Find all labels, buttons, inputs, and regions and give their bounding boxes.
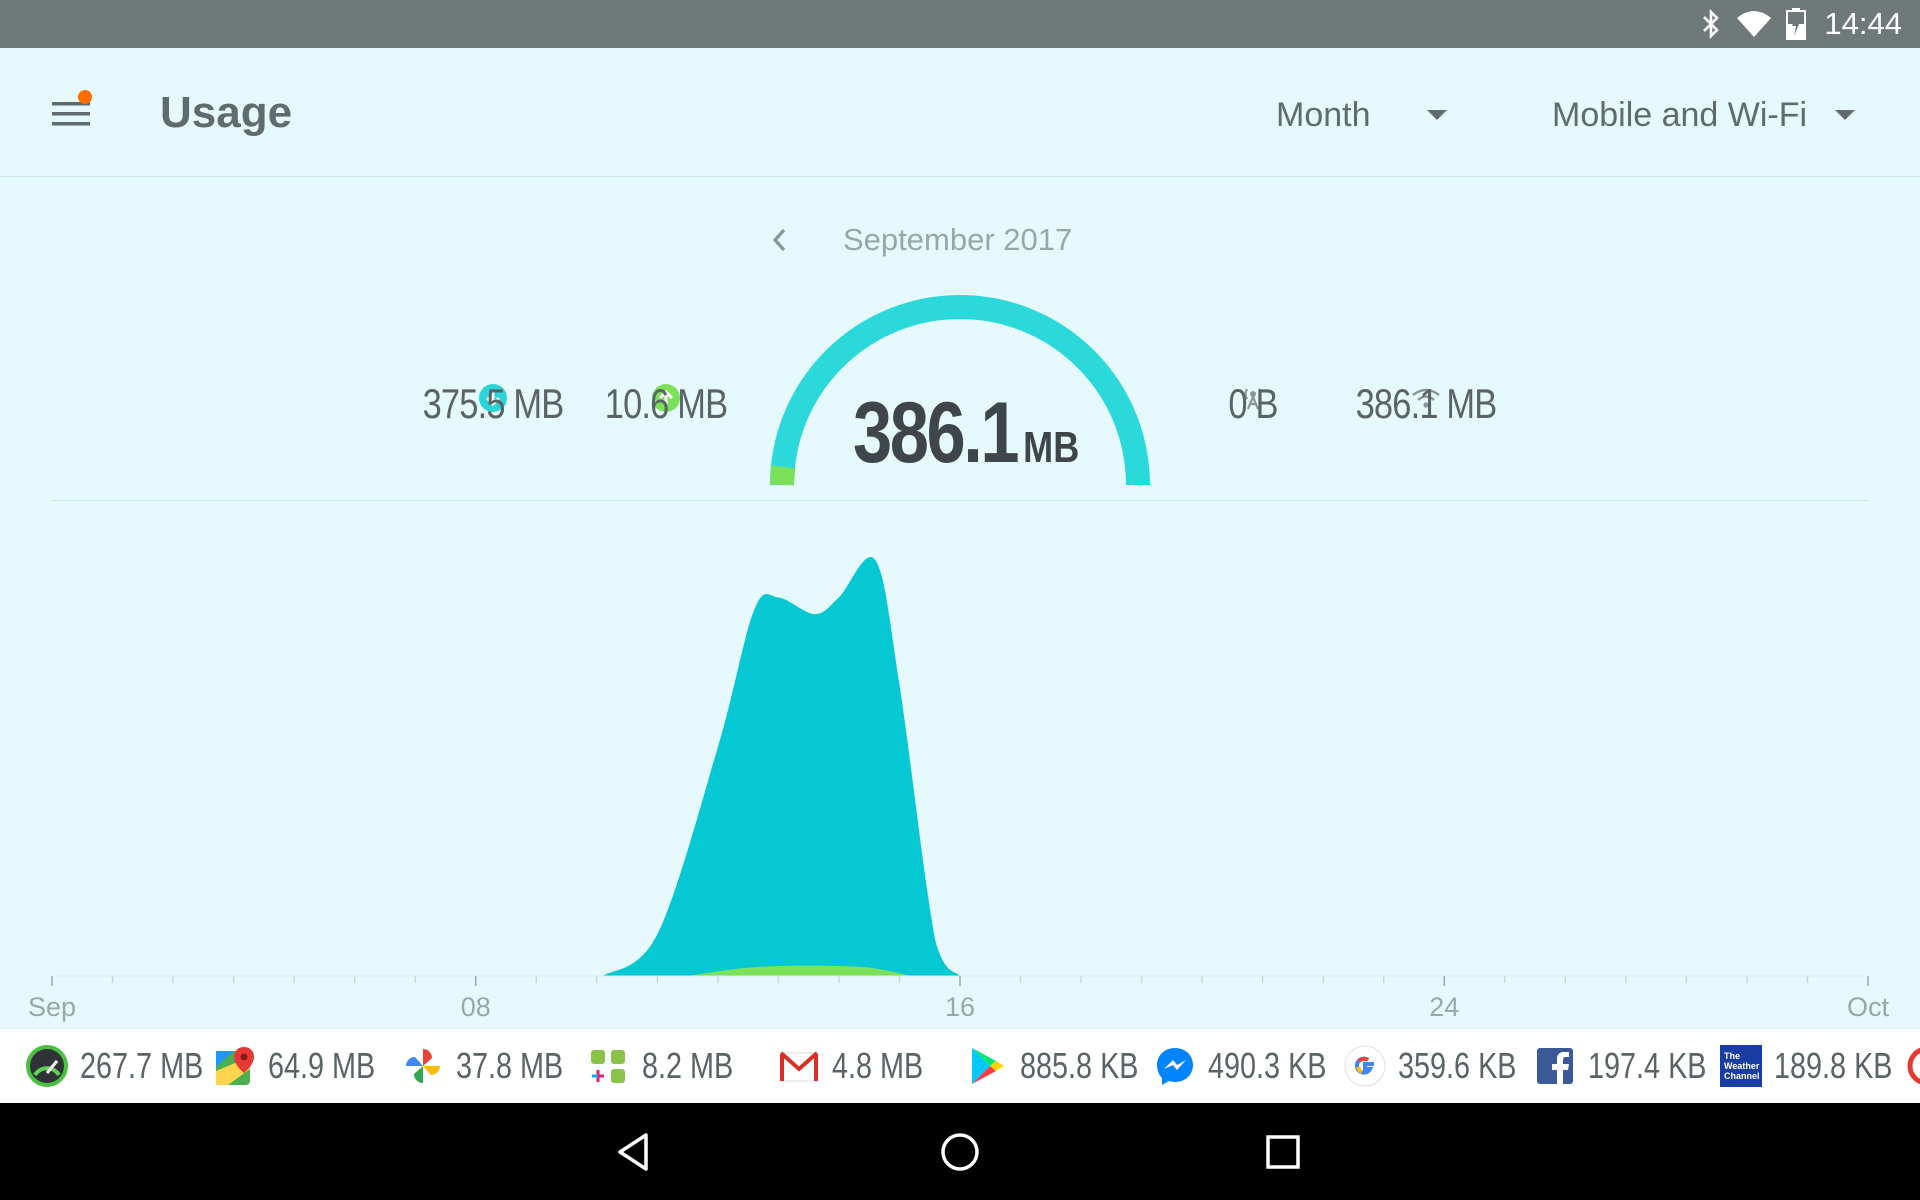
network-dropdown-value: Mobile and Wi-Fi xyxy=(1552,95,1808,134)
x-axis-tick-label: Oct xyxy=(1846,992,1890,1022)
x-axis-tick-label: Sep xyxy=(27,992,77,1022)
x-axis-tick-label: 08 xyxy=(460,992,491,1022)
android-system-icon xyxy=(591,1050,625,1083)
previous-period-button[interactable] xyxy=(762,220,798,260)
app-item-partial[interactable] xyxy=(1906,1043,1920,1089)
dropdown-arrow-icon xyxy=(1835,110,1856,120)
app-icon-partial xyxy=(1907,1047,1920,1085)
app-item-size: 189.8 KB xyxy=(1774,1045,1893,1086)
battery-charging-icon xyxy=(1786,8,1807,40)
bluetooth-icon xyxy=(1703,9,1720,39)
period-navigation: September 2017 xyxy=(0,210,1920,270)
back-button[interactable] xyxy=(612,1127,662,1177)
total-usage-unit: MB xyxy=(1023,423,1080,472)
app-item-size: 197.4 KB xyxy=(1588,1045,1707,1086)
hamburger-menu-icon xyxy=(52,102,90,126)
app-item-size: 4.8 MB xyxy=(832,1045,924,1086)
total-usage: 386.1 MB xyxy=(760,384,1160,483)
x-axis-tick-label: 16 xyxy=(944,992,976,1022)
facebook-icon xyxy=(1537,1048,1573,1084)
menu-button[interactable] xyxy=(44,90,100,136)
recents-button[interactable] xyxy=(1258,1127,1308,1177)
home-button[interactable] xyxy=(935,1127,985,1177)
svg-text:The: The xyxy=(1724,1051,1740,1061)
status-icons: 14:44 xyxy=(1700,0,1902,48)
usage-gauge xyxy=(770,295,1150,486)
back-triangle-icon xyxy=(618,1133,648,1171)
app-item-google-play[interactable]: 885.8 KB xyxy=(966,1043,1168,1089)
period-dropdown-value: Month xyxy=(1276,95,1371,134)
app-item-speedtest[interactable]: 267.7 MB xyxy=(26,1043,234,1089)
wifi-total: 386.1 MB xyxy=(1355,380,1498,427)
mobile-total: 0 B xyxy=(1228,380,1278,427)
page-title: Usage xyxy=(160,88,293,137)
app-item-google-photos[interactable]: 37.8 MB xyxy=(402,1043,590,1089)
speedtest-icon xyxy=(26,1045,68,1087)
period-label: September 2017 xyxy=(843,222,1073,257)
app-item-google-maps[interactable]: 64.9 MB xyxy=(214,1043,402,1089)
period-dropdown[interactable]: Month xyxy=(1276,90,1447,140)
chart-series-0 xyxy=(602,557,960,976)
cell-tower-icon xyxy=(1244,388,1262,410)
recents-square-icon xyxy=(1266,1135,1300,1169)
status-time: 14:44 xyxy=(1824,6,1902,41)
total-usage-number: 386.1 xyxy=(852,385,1020,481)
svg-text:Weather: Weather xyxy=(1724,1061,1760,1071)
network-dropdown[interactable]: Mobile and Wi-Fi xyxy=(1552,90,1856,140)
app-item-android-system[interactable]: 8.2 MB xyxy=(588,1043,756,1089)
app-item-size: 8.2 MB xyxy=(642,1045,734,1086)
chevron-left-icon xyxy=(772,228,786,252)
summary-divider xyxy=(52,500,1868,501)
app-item-size: 37.8 MB xyxy=(456,1045,564,1086)
app-bar: Usage Month Mobile and Wi-Fi xyxy=(0,48,1920,177)
app-item-google[interactable]: 359.6 KB xyxy=(1344,1043,1546,1089)
google-photos-icon xyxy=(406,1049,440,1083)
app-item-facebook[interactable]: 197.4 KB xyxy=(1534,1043,1736,1089)
app-item-size: 885.8 KB xyxy=(1020,1045,1139,1086)
app-item-size: 490.3 KB xyxy=(1208,1045,1327,1086)
google-play-icon xyxy=(972,1048,1004,1084)
google-icon xyxy=(1344,1045,1386,1087)
app-item-size: 359.6 KB xyxy=(1398,1045,1517,1086)
usage-chart xyxy=(51,557,1869,986)
google-maps-icon xyxy=(216,1047,254,1085)
x-axis-tick-label: 24 xyxy=(1429,992,1460,1022)
upload-arrow-icon xyxy=(652,384,680,412)
app-item-size: 267.7 MB xyxy=(80,1045,204,1086)
dropdown-arrow-icon xyxy=(1426,110,1447,120)
gmail-icon xyxy=(779,1051,819,1082)
home-circle-icon xyxy=(941,1133,979,1171)
app-item-messenger[interactable]: 490.3 KB xyxy=(1154,1043,1356,1089)
app-item-weather-channel[interactable]: The Weather Channel 189.8 KB xyxy=(1720,1043,1920,1089)
weather-channel-icon: The Weather Channel xyxy=(1720,1045,1762,1087)
messenger-icon xyxy=(1157,1048,1193,1085)
notification-dot xyxy=(78,90,92,104)
app-item-gmail[interactable]: 4.8 MB xyxy=(778,1043,946,1089)
upload-total: 10.6 MB xyxy=(604,380,728,427)
chart-series-1 xyxy=(687,965,912,976)
app-usage-list[interactable]: 267.7 MB 64.9 MB 37.8 MB 8.2 MB xyxy=(0,1028,1920,1104)
navigation-bar xyxy=(0,1103,1920,1200)
download-total: 375.5 MB xyxy=(422,380,565,427)
wifi-icon xyxy=(1412,388,1440,408)
status-bar: 14:44 xyxy=(0,0,1920,48)
app-item-size: 64.9 MB xyxy=(268,1045,376,1086)
download-arrow-icon xyxy=(479,384,507,412)
svg-text:Channel: Channel xyxy=(1724,1071,1760,1081)
wifi-icon xyxy=(1737,11,1772,37)
